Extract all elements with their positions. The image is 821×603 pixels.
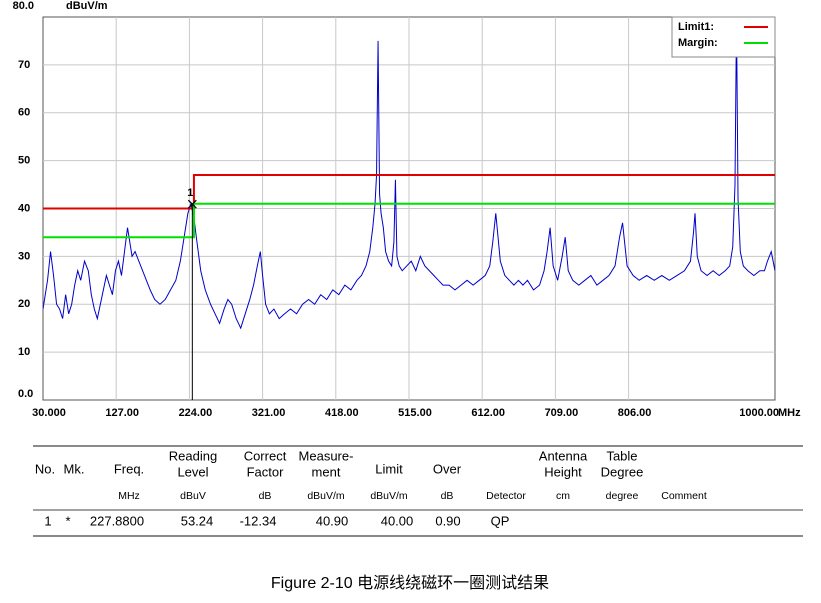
column-unit: Comment <box>661 490 707 502</box>
y-tick-label: 60 <box>18 107 30 119</box>
column-header: Mk. <box>64 461 85 476</box>
column-header: No. <box>35 461 55 476</box>
limit-line <box>43 173 775 210</box>
column-header: Reading <box>169 448 217 463</box>
table-cell: 227.8800 <box>90 513 144 528</box>
y-tick-label: 20 <box>18 298 30 310</box>
column-unit: dB <box>259 490 272 502</box>
legend-label: Limit1: <box>678 21 714 33</box>
marker-label: 1 <box>187 187 193 199</box>
column-header: Height <box>544 464 582 479</box>
column-unit: degree <box>606 490 639 502</box>
x-tick-label: 806.00 <box>618 407 652 419</box>
column-header: Over <box>433 461 462 476</box>
column-header: Factor <box>247 464 285 479</box>
table-cell: 1 <box>44 513 51 528</box>
y-tick-label: 70 <box>18 59 30 71</box>
x-tick-label: 1000.00 <box>739 407 779 419</box>
x-tick-label: 30.000 <box>32 407 66 419</box>
x-tick-label: 515.00 <box>398 407 432 419</box>
y-tick-label: 0.0 <box>18 388 33 400</box>
column-unit: dBuV <box>180 490 206 502</box>
column-header: Limit <box>375 461 403 476</box>
table-cell: 40.00 <box>381 513 414 528</box>
x-tick-label: 127.00 <box>105 407 139 419</box>
x-tick-label: 224.00 <box>179 407 213 419</box>
column-header: ment <box>312 464 341 479</box>
table-cell: -12.34 <box>240 513 277 528</box>
legend-label: Margin: <box>678 37 718 49</box>
marker-point <box>187 199 197 209</box>
caption: Figure 2-10 电源线绕磁环一圈测试结果 <box>271 574 549 592</box>
column-unit: MHz <box>118 490 140 502</box>
table-cell: * <box>65 513 70 528</box>
column-header: Antenna <box>539 448 588 463</box>
y-tick-label: 10 <box>18 346 30 358</box>
y-tick-label: 50 <box>18 155 30 167</box>
x-tick-label: 612.00 <box>471 407 505 419</box>
column-header: Table <box>606 448 637 463</box>
legend-box <box>671 16 776 58</box>
table-cell: 0.90 <box>435 513 460 528</box>
x-tick-label: 418.00 <box>325 407 359 419</box>
column-unit: dB <box>441 490 454 502</box>
y-tick-label: 30 <box>18 250 30 262</box>
column-unit: dBuV/m <box>370 490 408 502</box>
limit-line <box>43 202 775 239</box>
x-tick-label: 709.00 <box>545 407 579 419</box>
x-tick-label: 321.00 <box>252 407 286 419</box>
y-tick-label: 40 <box>18 202 30 214</box>
y-tick-label: 80.0 <box>13 0 34 12</box>
column-header: Degree <box>601 464 644 479</box>
column-unit: cm <box>556 490 570 502</box>
y-unit: dBuV/m <box>66 0 108 12</box>
column-header: Level <box>177 464 208 479</box>
table-cell: 40.90 <box>316 513 349 528</box>
column-unit: Detector <box>486 490 526 502</box>
plot-area <box>43 17 775 400</box>
x-unit: MHz <box>778 407 801 419</box>
column-header: Correct <box>244 448 287 463</box>
column-unit: dBuV/m <box>307 490 345 502</box>
column-header: Freq. <box>114 461 144 476</box>
column-header: Measure- <box>299 448 354 463</box>
table-cell: QP <box>491 513 510 528</box>
table-cell: 53.24 <box>181 513 214 528</box>
